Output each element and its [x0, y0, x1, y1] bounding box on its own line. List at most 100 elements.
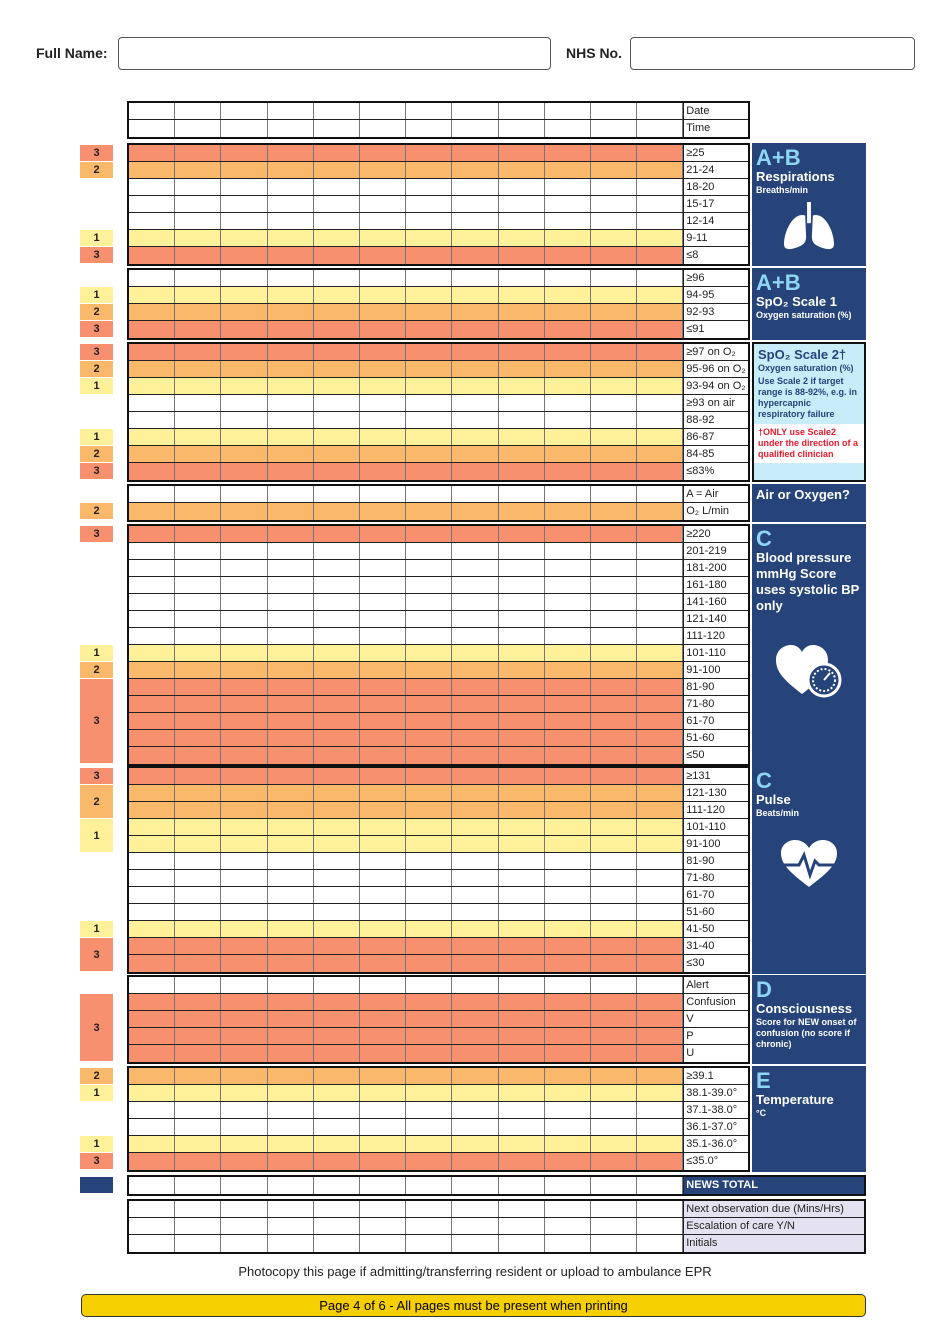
observation-cell[interactable]	[267, 870, 314, 886]
observation-cell[interactable]	[498, 344, 545, 360]
observation-cell[interactable]	[406, 955, 453, 972]
observation-cell[interactable]	[544, 1102, 591, 1118]
observation-cell[interactable]	[267, 819, 314, 835]
observation-cell[interactable]	[637, 628, 684, 644]
observation-cell[interactable]	[452, 543, 499, 559]
observation-cell[interactable]	[129, 344, 176, 360]
observation-cell[interactable]	[359, 321, 407, 338]
observation-cell[interactable]	[406, 361, 453, 377]
observation-cell[interactable]	[544, 802, 591, 818]
observation-cell[interactable]	[359, 304, 407, 320]
observation-cell[interactable]	[637, 1218, 684, 1234]
observation-cell[interactable]	[129, 503, 176, 520]
observation-cell[interactable]	[175, 120, 222, 137]
observation-cell[interactable]	[175, 1011, 222, 1027]
observation-cell[interactable]	[406, 921, 453, 937]
observation-cell[interactable]	[359, 378, 407, 394]
observation-cell[interactable]	[498, 103, 545, 119]
observation-cell[interactable]	[498, 446, 545, 462]
observation-cell[interactable]	[452, 270, 499, 286]
observation-cell[interactable]	[544, 713, 591, 729]
observation-cell[interactable]	[359, 679, 407, 695]
observation-cell[interactable]	[313, 103, 360, 119]
observation-cell[interactable]	[452, 503, 499, 520]
observation-cell[interactable]	[590, 1085, 638, 1101]
observation-cell[interactable]	[175, 543, 222, 559]
observation-cell[interactable]	[359, 361, 407, 377]
observation-cell[interactable]	[590, 628, 638, 644]
observation-cell[interactable]	[637, 1011, 684, 1027]
observation-cell[interactable]	[221, 526, 268, 542]
observation-cell[interactable]	[590, 1235, 638, 1252]
observation-cell[interactable]	[452, 344, 499, 360]
observation-cell[interactable]	[313, 270, 360, 286]
observation-cell[interactable]	[637, 730, 684, 746]
observation-cell[interactable]	[406, 1045, 453, 1062]
observation-cell[interactable]	[544, 120, 591, 137]
observation-cell[interactable]	[313, 560, 360, 576]
observation-cell[interactable]	[590, 645, 638, 661]
observation-cell[interactable]	[452, 594, 499, 610]
observation-cell[interactable]	[590, 179, 638, 195]
observation-cell[interactable]	[175, 145, 222, 161]
observation-cell[interactable]	[452, 446, 499, 462]
observation-cell[interactable]	[221, 196, 268, 212]
observation-cell[interactable]	[129, 1201, 176, 1217]
observation-cell[interactable]	[313, 1177, 360, 1194]
observation-cell[interactable]	[129, 904, 176, 920]
observation-cell[interactable]	[221, 1153, 268, 1170]
observation-cell[interactable]	[267, 696, 314, 712]
observation-cell[interactable]	[175, 802, 222, 818]
observation-cell[interactable]	[406, 1028, 453, 1044]
observation-cell[interactable]	[637, 344, 684, 360]
observation-cell[interactable]	[406, 247, 453, 264]
observation-cell[interactable]	[637, 526, 684, 542]
observation-cell[interactable]	[221, 446, 268, 462]
observation-cell[interactable]	[313, 938, 360, 954]
observation-cell[interactable]	[406, 887, 453, 903]
observation-cell[interactable]	[590, 819, 638, 835]
observation-cell[interactable]	[221, 1119, 268, 1135]
observation-cell[interactable]	[129, 645, 176, 661]
observation-cell[interactable]	[175, 1153, 222, 1170]
observation-cell[interactable]	[313, 287, 360, 303]
observation-cell[interactable]	[637, 429, 684, 445]
observation-cell[interactable]	[452, 120, 499, 137]
observation-cell[interactable]	[175, 230, 222, 246]
observation-cell[interactable]	[175, 645, 222, 661]
observation-cell[interactable]	[359, 785, 407, 801]
observation-cell[interactable]	[129, 120, 176, 137]
observation-cell[interactable]	[544, 577, 591, 593]
observation-cell[interactable]	[221, 577, 268, 593]
observation-cell[interactable]	[544, 836, 591, 852]
observation-cell[interactable]	[406, 412, 453, 428]
observation-cell[interactable]	[175, 628, 222, 644]
observation-cell[interactable]	[313, 120, 360, 137]
observation-cell[interactable]	[637, 645, 684, 661]
observation-cell[interactable]	[498, 213, 545, 229]
observation-cell[interactable]	[544, 103, 591, 119]
observation-cell[interactable]	[590, 577, 638, 593]
observation-cell[interactable]	[406, 611, 453, 627]
observation-cell[interactable]	[175, 196, 222, 212]
observation-cell[interactable]	[267, 977, 314, 993]
observation-cell[interactable]	[452, 747, 499, 764]
observation-cell[interactable]	[406, 503, 453, 520]
observation-cell[interactable]	[637, 977, 684, 993]
observation-cell[interactable]	[452, 321, 499, 338]
observation-cell[interactable]	[452, 378, 499, 394]
observation-cell[interactable]	[590, 270, 638, 286]
observation-cell[interactable]	[129, 977, 176, 993]
observation-cell[interactable]	[221, 628, 268, 644]
observation-cell[interactable]	[267, 1102, 314, 1118]
observation-cell[interactable]	[498, 802, 545, 818]
observation-cell[interactable]	[498, 713, 545, 729]
observation-cell[interactable]	[175, 344, 222, 360]
observation-cell[interactable]	[221, 904, 268, 920]
observation-cell[interactable]	[129, 145, 176, 161]
observation-cell[interactable]	[129, 543, 176, 559]
observation-cell[interactable]	[406, 747, 453, 764]
observation-cell[interactable]	[590, 994, 638, 1010]
observation-cell[interactable]	[637, 1177, 684, 1194]
observation-cell[interactable]	[129, 1153, 176, 1170]
